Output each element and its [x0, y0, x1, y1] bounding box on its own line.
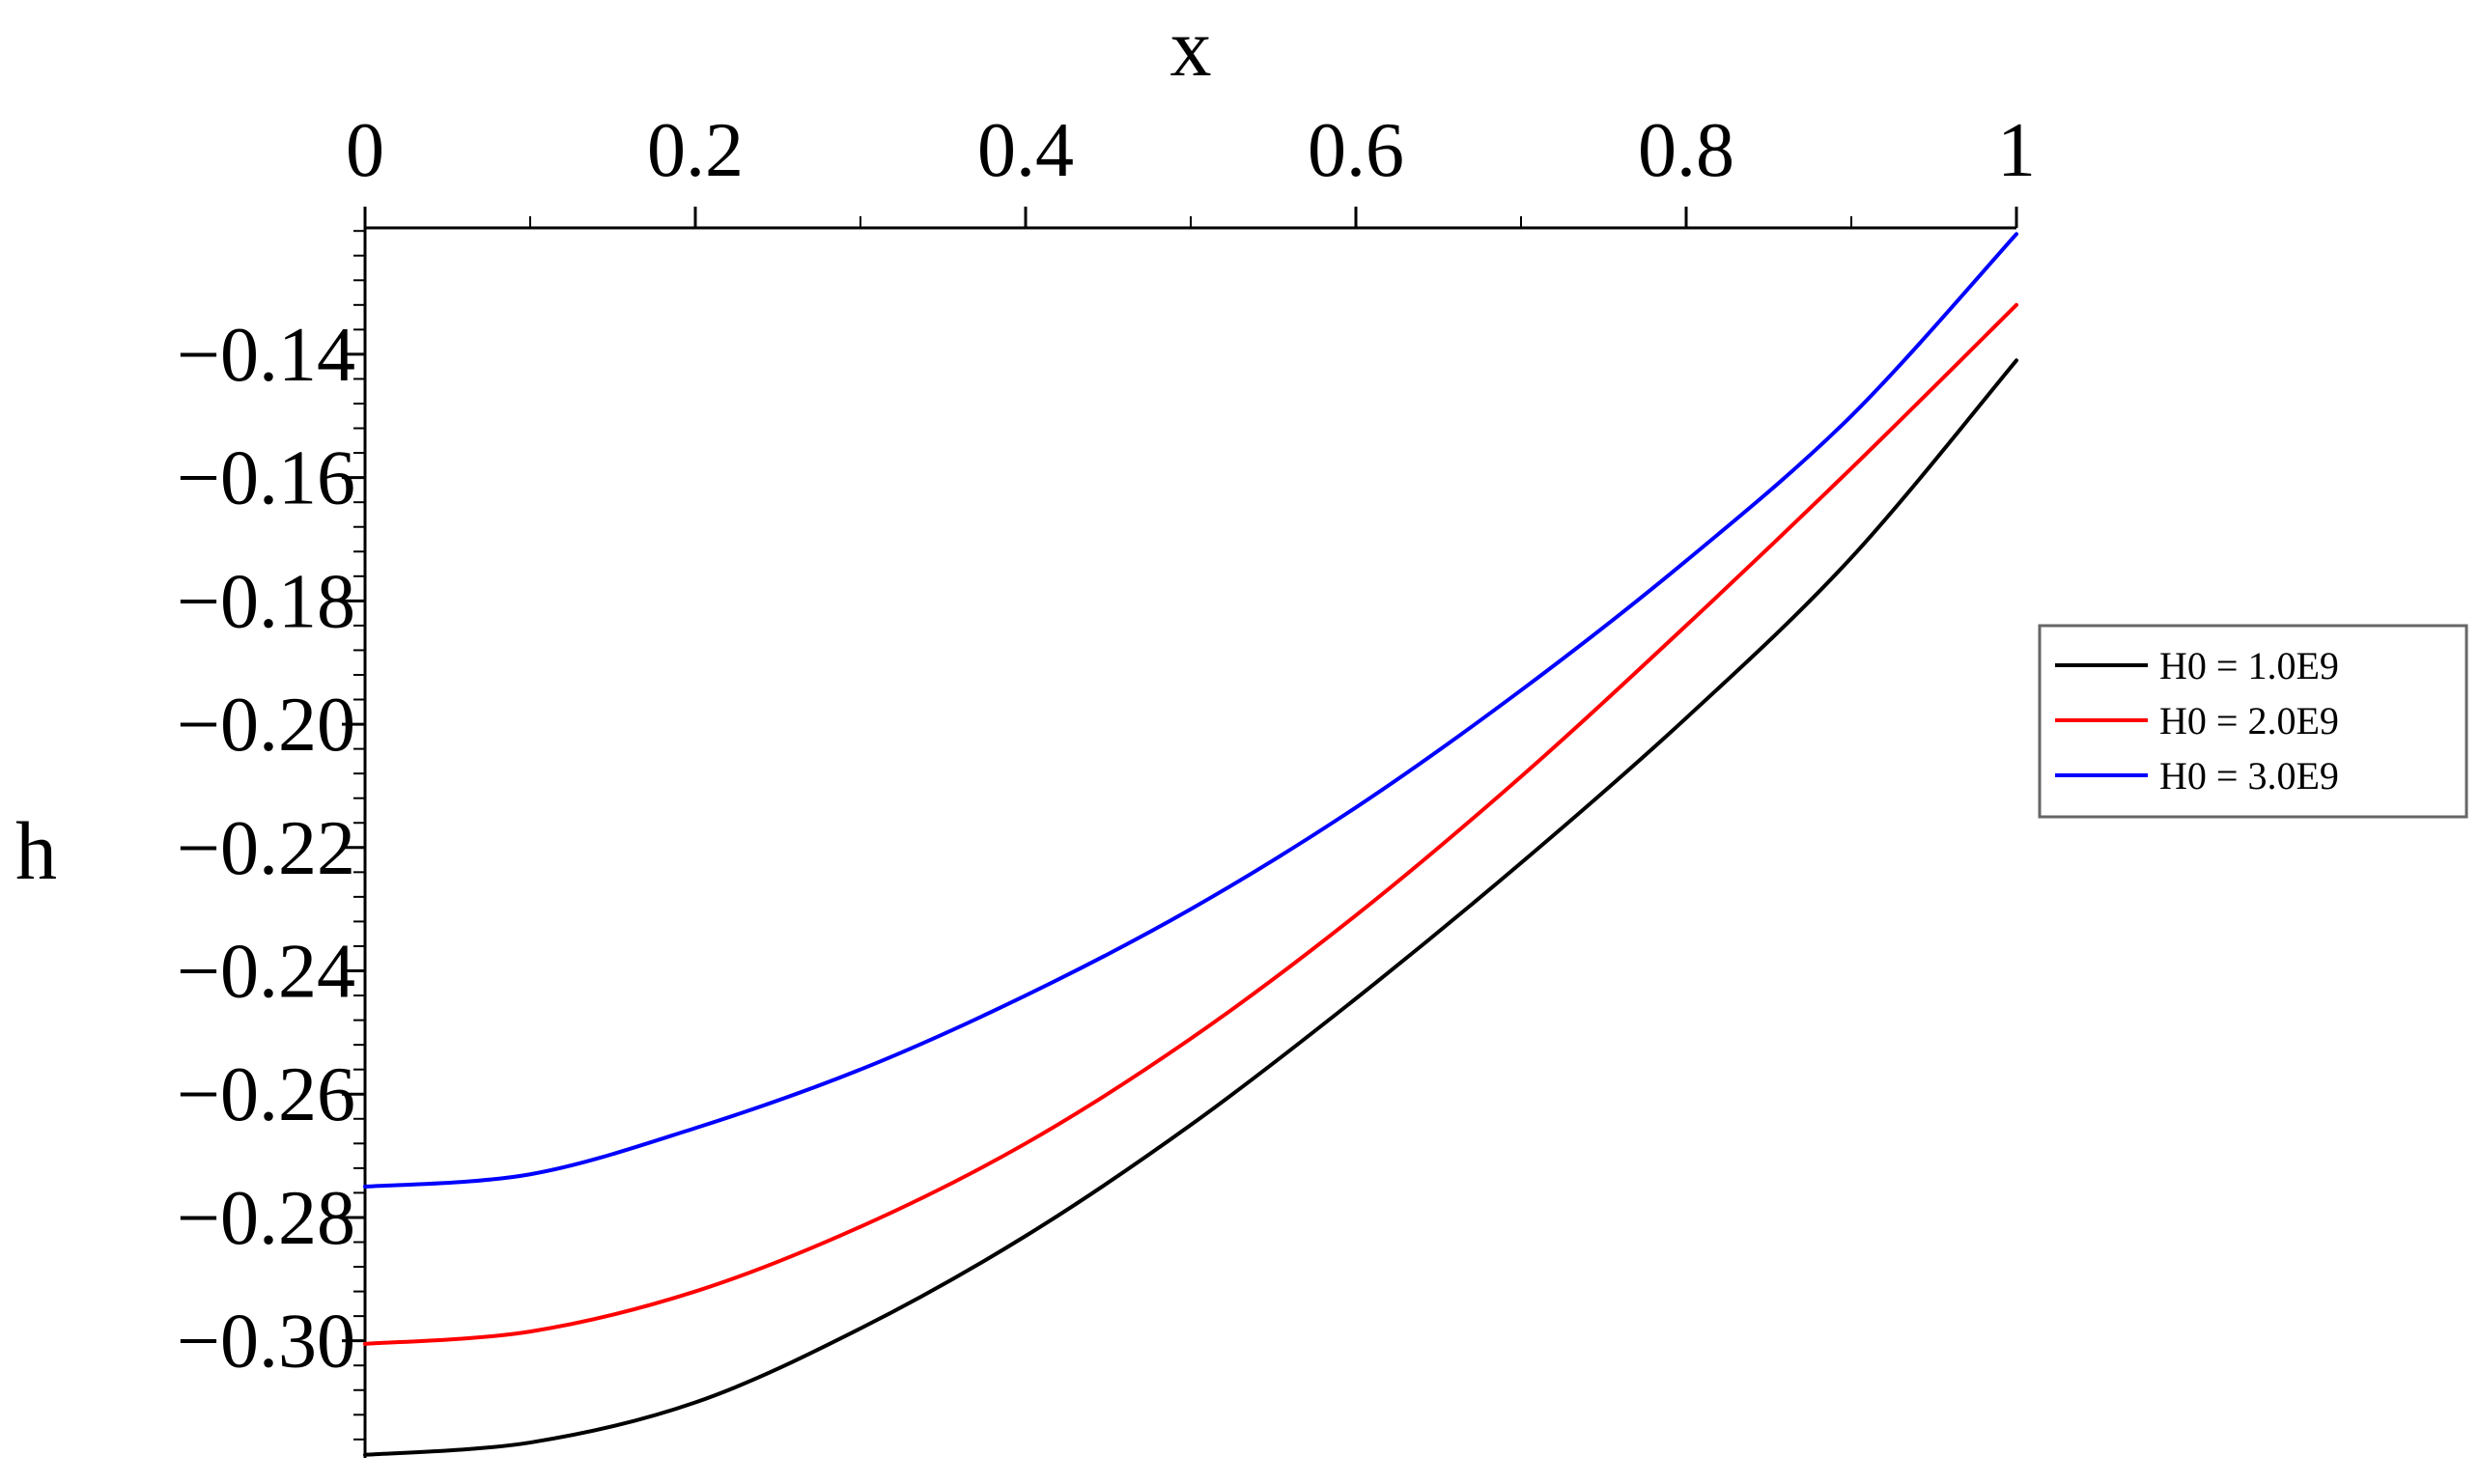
- legend-label: H0 = 3.0E9: [2159, 754, 2339, 798]
- y-tick-label: −0.26: [177, 1052, 355, 1137]
- series-line-1: [363, 358, 2018, 1457]
- x-tick-label: 0.2: [647, 108, 744, 193]
- y-tick-label: −0.18: [177, 559, 355, 644]
- x-tick-label: 1: [1997, 108, 2036, 193]
- series-layer: [363, 232, 2018, 1457]
- y-tick-label: −0.22: [177, 806, 355, 891]
- legend-label: H0 = 2.0E9: [2159, 699, 2339, 742]
- legend-label: H0 = 1.0E9: [2159, 644, 2339, 687]
- x-tick-label: 0: [346, 108, 384, 193]
- y-tick-label: −0.16: [177, 436, 355, 521]
- y-axis-ticks: −0.14 −0.16 −0.18 −0.20 −0.22 −0.24 −0.26 −0.28…: [177, 230, 365, 1441]
- x-axis-ticks: 0 0.2 0.4 0.6 0.8 1: [346, 108, 2036, 228]
- legend: H0 = 1.0E9 H0 = 2.0E9 H0 = 3.0E9: [2038, 624, 2468, 819]
- x-tick-label: 0.6: [1308, 108, 1404, 193]
- y-tick-label: −0.14: [177, 313, 355, 398]
- y-axis-title: h: [15, 804, 57, 897]
- series-line-2: [363, 302, 2018, 1346]
- y-tick-label: −0.24: [177, 930, 355, 1015]
- x-tick-label: 0.4: [977, 108, 1074, 193]
- x-axis-title: x: [1170, 1, 1212, 94]
- y-tick-label: −0.28: [177, 1176, 355, 1261]
- x-tick-label: 0.8: [1638, 108, 1734, 193]
- series-line-3: [363, 232, 2018, 1190]
- y-tick-label: −0.20: [177, 683, 355, 768]
- y-tick-label: −0.30: [177, 1300, 355, 1385]
